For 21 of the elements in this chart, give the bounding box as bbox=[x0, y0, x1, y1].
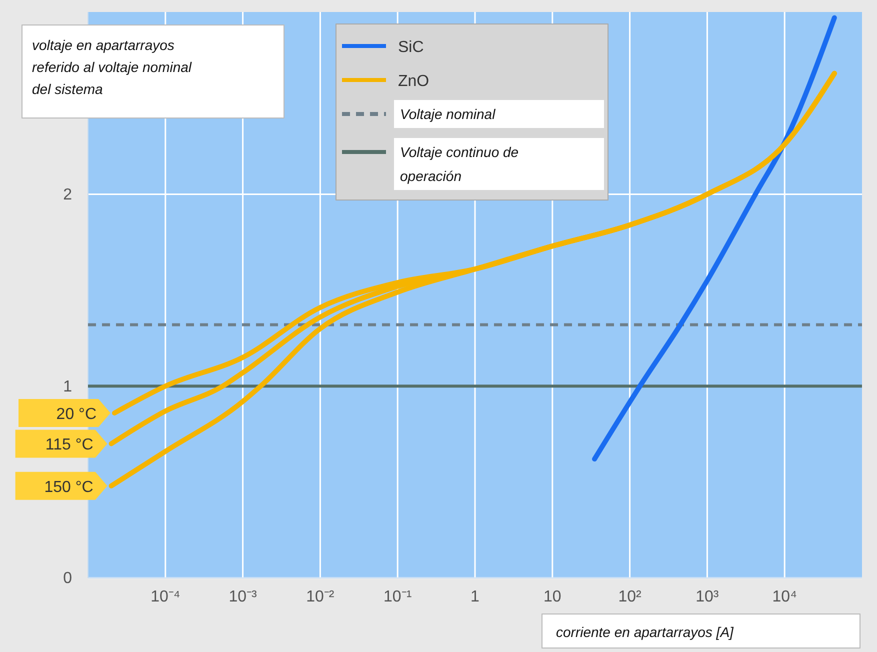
legend-label: Voltaje continuo de operación bbox=[400, 144, 519, 184]
annotation: 20 °C bbox=[56, 406, 97, 423]
legend-label: SiC bbox=[398, 39, 424, 56]
x-tick-label: 10⁻⁴ bbox=[150, 588, 180, 606]
x-tick-label: 10⁴ bbox=[772, 588, 798, 606]
x-tick-label: 10³ bbox=[696, 588, 720, 606]
legend-label: Voltaje nominal bbox=[400, 106, 496, 122]
y-tick-label: 0 bbox=[63, 570, 72, 588]
legend-label: ZnO bbox=[398, 73, 430, 90]
y-tick-label: 2 bbox=[63, 186, 72, 204]
x-tick-label: 10² bbox=[618, 588, 642, 606]
x-tick-label: 1 bbox=[470, 588, 480, 606]
y-axis-title: voltaje en apartarrayos referido al voltaje nominal del sistema bbox=[32, 37, 192, 97]
y-tick-label: 1 bbox=[63, 378, 72, 396]
x-tick-label: 10 bbox=[544, 588, 562, 606]
x-axis-title: corriente en apartarrayos [A] bbox=[556, 624, 735, 640]
x-tick-label: 10⁻² bbox=[306, 588, 335, 606]
annotation: 115 °C bbox=[45, 436, 94, 454]
x-tick-label: 10⁻¹ bbox=[384, 588, 412, 606]
x-tick-label: 10⁻³ bbox=[228, 588, 258, 606]
annotation: 150 °C bbox=[44, 478, 94, 496]
